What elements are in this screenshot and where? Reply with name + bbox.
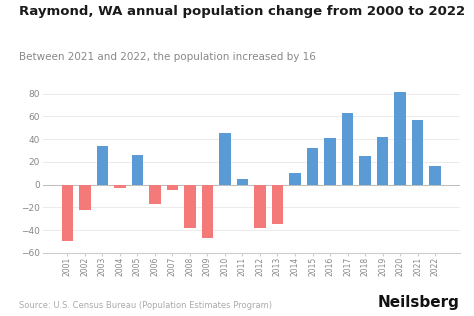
Bar xyxy=(202,185,213,238)
Bar xyxy=(219,133,231,185)
Bar xyxy=(132,155,143,185)
Bar xyxy=(254,185,265,228)
Bar xyxy=(97,146,108,185)
Bar xyxy=(184,185,196,228)
Bar xyxy=(324,138,336,185)
Bar xyxy=(412,120,423,185)
Text: Raymond, WA annual population change from 2000 to 2022: Raymond, WA annual population change fro… xyxy=(19,5,465,18)
Bar xyxy=(289,173,301,185)
Bar xyxy=(272,185,283,224)
Text: Between 2021 and 2022, the population increased by 16: Between 2021 and 2022, the population in… xyxy=(19,52,316,62)
Bar xyxy=(237,179,248,185)
Bar xyxy=(394,92,406,185)
Bar xyxy=(307,148,318,185)
Bar xyxy=(167,185,178,190)
Text: Neilsberg: Neilsberg xyxy=(378,295,460,310)
Bar xyxy=(359,156,371,185)
Bar xyxy=(429,166,441,185)
Bar xyxy=(342,113,353,185)
Bar xyxy=(114,185,126,188)
Bar xyxy=(377,137,388,185)
Bar xyxy=(79,185,91,210)
Text: Source: U.S. Census Bureau (Population Estimates Program): Source: U.S. Census Bureau (Population E… xyxy=(19,301,272,310)
Bar xyxy=(62,185,73,241)
Bar xyxy=(149,185,161,204)
